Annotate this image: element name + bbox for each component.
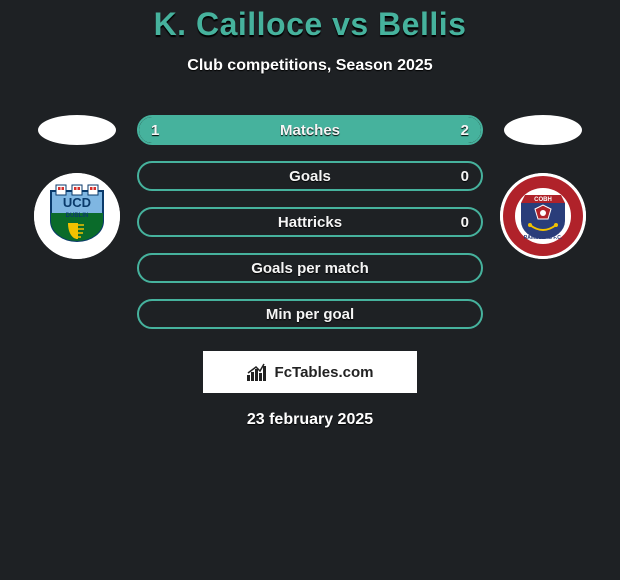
stat-bar-min-per-goal: Min per goal <box>137 299 483 329</box>
stats-column: 12Matches 0Goals 0Hattricks Goals per match… <box>137 115 483 329</box>
stat-bar-goals: 0Goals <box>137 161 483 191</box>
stat-bar-goals-per-match: Goals per match <box>137 253 483 283</box>
right-flag <box>504 115 582 145</box>
stat-label: Hattricks <box>139 209 481 235</box>
right-player-col: COBH RAMBLERS F.C. <box>483 115 603 259</box>
stat-bar-hattricks: 0Hattricks <box>137 207 483 237</box>
date-text: 23 february 2025 <box>0 411 620 429</box>
brand-badge: FcTables.com <box>203 351 417 393</box>
ucd-badge-icon: UCD DUBLIN <box>34 173 120 259</box>
right-club-badge: COBH RAMBLERS F.C. <box>500 173 586 259</box>
brand-chart-icon <box>247 363 269 381</box>
comparison-row: UCD DUBLIN 12Matches 0Goals 0Hattricks Goal… <box>0 115 620 329</box>
cobh-badge-icon: COBH RAMBLERS F.C. <box>500 173 586 259</box>
left-club-badge: UCD DUBLIN <box>34 173 120 259</box>
brand-text: FcTables.com <box>275 364 374 381</box>
svg-text:DUBLIN: DUBLIN <box>66 213 89 219</box>
page-title: K. Cailloce vs Bellis <box>0 6 620 43</box>
subtitle: Club competitions, Season 2025 <box>0 57 620 75</box>
stat-label: Matches <box>139 117 481 143</box>
stat-bar-matches: 12Matches <box>137 115 483 145</box>
svg-text:RAMBLERS F.C.: RAMBLERS F.C. <box>524 235 563 241</box>
stat-label: Min per goal <box>139 301 481 327</box>
left-flag <box>38 115 116 145</box>
stat-label: Goals per match <box>139 255 481 281</box>
svg-text:COBH: COBH <box>534 197 552 203</box>
left-player-col: UCD DUBLIN <box>17 115 137 259</box>
stat-label: Goals <box>139 163 481 189</box>
svg-text:UCD: UCD <box>63 195 91 210</box>
